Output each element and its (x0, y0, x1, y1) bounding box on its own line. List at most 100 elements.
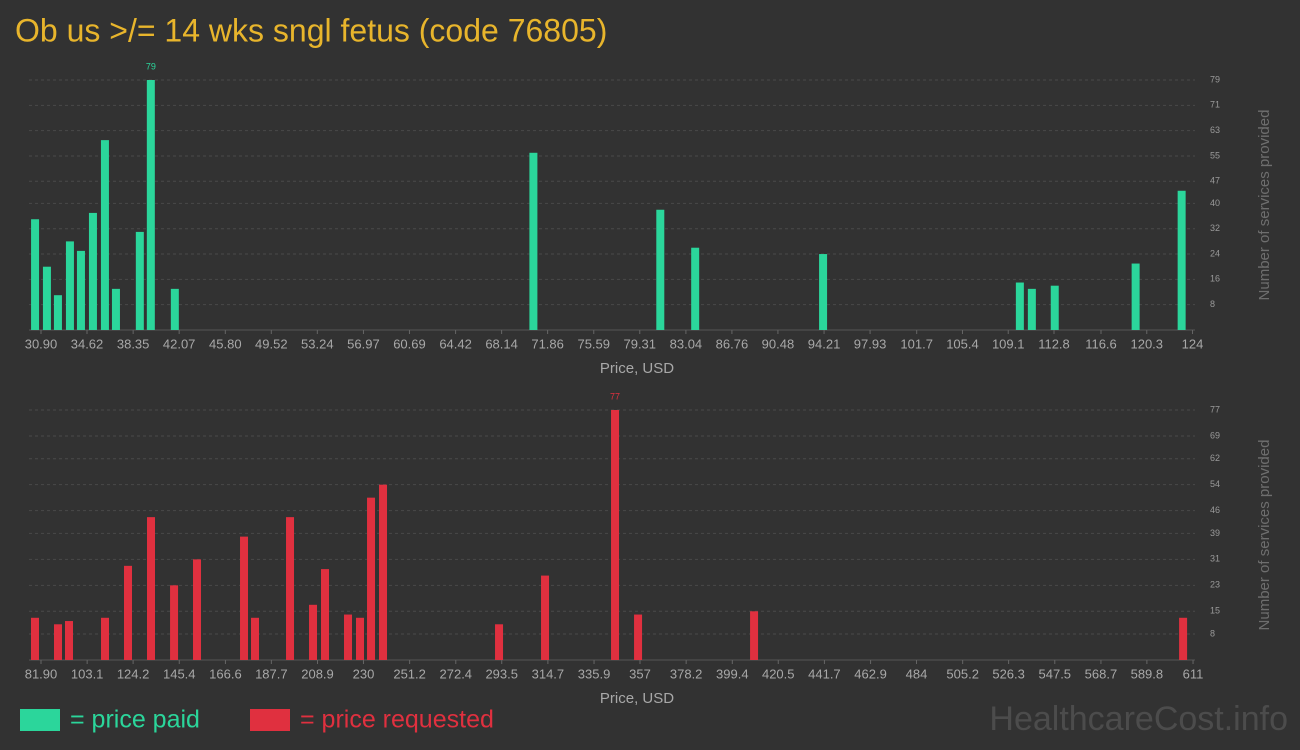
bar (1015, 282, 1024, 330)
x-tick-label: 34.62 (71, 336, 104, 351)
y-tick-label: 63 (1210, 125, 1220, 135)
bar (135, 231, 144, 330)
bar (495, 624, 504, 660)
bar (42, 266, 51, 330)
bar (750, 611, 759, 660)
bar (100, 140, 109, 330)
x-tick-label: 109.1 (992, 336, 1025, 351)
legend-label: = price requested (300, 706, 494, 734)
bar (111, 288, 120, 330)
x-tick-label: 420.5 (762, 666, 795, 681)
bar (356, 617, 365, 660)
bar (1027, 288, 1036, 330)
x-tick-label: 94.21 (808, 336, 841, 351)
legend-label: = price paid (70, 706, 200, 734)
bar (251, 617, 260, 660)
x-tick-label: 81.90 (25, 666, 58, 681)
x-tick-label: 462.9 (854, 666, 887, 681)
x-tick-label: 112.8 (1038, 336, 1070, 351)
bar (76, 250, 85, 330)
bar (53, 295, 62, 330)
bar (344, 614, 353, 660)
x-tick-label: 97.93 (854, 336, 887, 351)
y-tick-label: 71 (1210, 100, 1220, 110)
x-tick-label: 441.7 (808, 666, 841, 681)
bar (170, 288, 179, 330)
x-tick-label: 71.86 (531, 336, 564, 351)
bar (1179, 617, 1188, 660)
x-tick-label: 42.07 (163, 336, 196, 351)
x-tick-label: 116.6 (1085, 336, 1117, 351)
x-tick-label: 230 (353, 666, 375, 681)
x-tick-label: 526.3 (992, 666, 1025, 681)
y-tick-label: 8 (1210, 299, 1215, 309)
bar (367, 497, 376, 660)
x-tick-label: 314.7 (532, 666, 565, 681)
x-tick-label: 75.59 (577, 336, 610, 351)
y-tick-label: 39 (1210, 528, 1220, 538)
y-tick-label: 54 (1210, 479, 1220, 489)
bar (193, 559, 202, 660)
bar (321, 569, 330, 660)
x-tick-label: 505.2 (946, 666, 979, 681)
x-tick-label: 103.1 (71, 666, 104, 681)
bar (54, 624, 63, 660)
x-axis-label: Price, USD (600, 690, 674, 707)
bar (529, 152, 538, 330)
x-tick-label: 68.14 (485, 336, 518, 351)
x-tick-label: 568.7 (1085, 666, 1118, 681)
x-tick-label: 547.5 (1039, 666, 1072, 681)
bar (691, 247, 700, 330)
bar (240, 536, 249, 660)
legend-swatch (250, 709, 290, 731)
y-axis-label: Number of services provided (1256, 440, 1273, 631)
x-tick-label: 49.52 (255, 336, 288, 351)
x-tick-label: 357 (629, 666, 651, 681)
x-tick-label: 208.9 (301, 666, 334, 681)
x-tick-label: 124.2 (117, 666, 150, 681)
bar (634, 614, 643, 660)
x-tick-label: 187.7 (255, 666, 288, 681)
y-tick-label: 15 (1210, 606, 1220, 616)
x-tick-label: 272.4 (440, 666, 473, 681)
bar (819, 254, 828, 330)
y-tick-label: 40 (1210, 198, 1220, 208)
bar (88, 212, 97, 330)
y-tick-label: 55 (1210, 150, 1220, 160)
bar (30, 617, 39, 660)
bar (146, 517, 155, 660)
bar (170, 585, 179, 660)
x-tick-label: 53.24 (301, 336, 334, 351)
y-tick-label: 79 (1210, 74, 1220, 84)
y-axis-label: Number of services provided (1256, 110, 1273, 301)
bar (124, 565, 133, 660)
x-tick-label: 38.35 (117, 336, 150, 351)
y-tick-label: 77 (1210, 404, 1220, 414)
bar (309, 604, 318, 660)
x-tick-label: 90.48 (762, 336, 795, 351)
y-tick-label: 47 (1210, 176, 1220, 186)
y-tick-label: 16 (1210, 274, 1220, 284)
chart-title: Ob us >/= 14 wks sngl fetus (code 76805) (15, 12, 607, 48)
y-tick-label: 8 (1210, 628, 1215, 638)
bar (31, 219, 40, 330)
x-tick-label: 611 (1183, 666, 1204, 681)
x-tick-label: 589.8 (1131, 666, 1164, 681)
y-tick-label: 32 (1210, 223, 1220, 233)
x-tick-label: 105.4 (946, 336, 979, 351)
bar (1177, 190, 1186, 330)
x-tick-label: 335.9 (578, 666, 611, 681)
x-tick-label: 124 (1182, 336, 1204, 351)
bar (65, 241, 74, 330)
x-tick-label: 293.5 (485, 666, 518, 681)
bar (541, 575, 550, 660)
x-tick-label: 251.2 (393, 666, 426, 681)
x-tick-label: 166.6 (209, 666, 242, 681)
y-tick-label: 23 (1210, 580, 1220, 590)
x-tick-label: 86.76 (716, 336, 749, 351)
x-tick-label: 120.3 (1130, 336, 1163, 351)
y-tick-label: 62 (1210, 453, 1220, 463)
bar (64, 621, 73, 660)
